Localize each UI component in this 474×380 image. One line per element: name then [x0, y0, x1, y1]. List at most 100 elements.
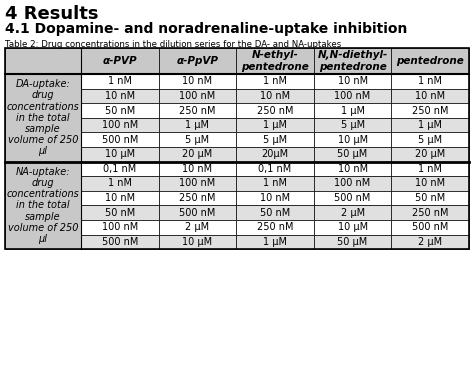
Bar	[392, 206, 469, 220]
Text: 1 μM: 1 μM	[263, 120, 287, 130]
Text: 20μM: 20μM	[262, 149, 289, 159]
Text: 500 nM: 500 nM	[179, 208, 216, 218]
Text: pentedrone: pentedrone	[396, 56, 464, 66]
Text: 10 nM: 10 nM	[337, 76, 368, 86]
Bar	[236, 74, 314, 89]
Bar	[314, 89, 392, 103]
Text: 50 μM: 50 μM	[337, 149, 368, 159]
Text: 250 nM: 250 nM	[412, 208, 448, 218]
Text: DA-uptake:
drug
concentrations
in the total
sample
volume of 250
μl: DA-uptake: drug concentrations in the to…	[7, 79, 79, 157]
Bar	[81, 132, 159, 147]
Text: 20 μM: 20 μM	[182, 149, 212, 159]
Text: 500 nM: 500 nM	[101, 135, 138, 145]
Bar	[314, 191, 392, 206]
Bar	[81, 234, 159, 249]
Bar	[159, 234, 236, 249]
Text: 100 nM: 100 nM	[179, 179, 216, 188]
Bar	[236, 191, 314, 206]
Bar	[81, 176, 159, 191]
Text: 250 nM: 250 nM	[257, 106, 293, 116]
Bar	[5, 74, 81, 162]
Bar	[236, 118, 314, 132]
Bar	[392, 162, 469, 176]
Text: 2 μM: 2 μM	[185, 222, 210, 232]
Text: 1 μM: 1 μM	[418, 120, 442, 130]
Bar	[392, 118, 469, 132]
Bar	[159, 162, 236, 176]
Text: 10 μM: 10 μM	[337, 222, 368, 232]
Text: 10 μM: 10 μM	[182, 237, 212, 247]
Bar	[5, 48, 81, 74]
Text: 10 nM: 10 nM	[337, 164, 368, 174]
Bar	[81, 103, 159, 118]
Text: 50 nM: 50 nM	[105, 208, 135, 218]
Bar	[5, 162, 81, 249]
Bar	[314, 118, 392, 132]
Bar	[81, 162, 159, 176]
Bar	[81, 89, 159, 103]
Bar	[392, 48, 469, 74]
Bar	[159, 118, 236, 132]
Text: 10 nM: 10 nM	[182, 164, 212, 174]
Bar	[81, 191, 159, 206]
Text: 100 nM: 100 nM	[102, 120, 138, 130]
Text: N-ethyl-
pentedrone: N-ethyl- pentedrone	[241, 51, 309, 71]
Bar	[81, 220, 159, 234]
Text: N,N-diethyl-
pentedrone: N,N-diethyl- pentedrone	[318, 51, 388, 71]
Bar	[236, 220, 314, 234]
Bar	[236, 176, 314, 191]
Bar	[314, 220, 392, 234]
Bar	[5, 48, 469, 249]
Bar	[392, 191, 469, 206]
Text: 10 nM: 10 nM	[260, 193, 290, 203]
Text: 0,1 nM: 0,1 nM	[258, 164, 292, 174]
Bar	[392, 220, 469, 234]
Text: 10 nM: 10 nM	[105, 91, 135, 101]
Text: Table 2: Drug concentrations in the dilution series for the DA- and NA-uptakes: Table 2: Drug concentrations in the dilu…	[5, 40, 341, 49]
Bar	[159, 132, 236, 147]
Bar	[236, 147, 314, 162]
Text: 100 nM: 100 nM	[179, 91, 216, 101]
Text: 1 nM: 1 nM	[108, 76, 132, 86]
Text: 1 nM: 1 nM	[263, 76, 287, 86]
Text: α-PVP: α-PVP	[102, 56, 137, 66]
Text: 10 nM: 10 nM	[105, 193, 135, 203]
Bar	[314, 234, 392, 249]
Text: 100 nM: 100 nM	[335, 91, 371, 101]
Text: 4.1 Dopamine- and noradrenaline-uptake inhibition: 4.1 Dopamine- and noradrenaline-uptake i…	[5, 22, 407, 36]
Text: 50 nM: 50 nM	[260, 208, 290, 218]
Bar	[392, 89, 469, 103]
Bar	[81, 48, 159, 74]
Text: 500 nM: 500 nM	[101, 237, 138, 247]
Bar	[314, 176, 392, 191]
Bar	[236, 234, 314, 249]
Text: 10 nM: 10 nM	[182, 76, 212, 86]
Text: 1 nM: 1 nM	[108, 179, 132, 188]
Bar	[236, 89, 314, 103]
Text: 1 nM: 1 nM	[263, 179, 287, 188]
Text: 10 nM: 10 nM	[415, 179, 445, 188]
Text: 10 nM: 10 nM	[415, 91, 445, 101]
Bar	[81, 74, 159, 89]
Bar	[81, 147, 159, 162]
Text: 250 nM: 250 nM	[179, 106, 216, 116]
Bar	[159, 206, 236, 220]
Text: 1 nM: 1 nM	[418, 76, 442, 86]
Text: 50 nM: 50 nM	[415, 193, 446, 203]
Bar	[159, 220, 236, 234]
Text: 5 μM: 5 μM	[340, 120, 365, 130]
Bar	[392, 147, 469, 162]
Text: 500 nM: 500 nM	[412, 222, 448, 232]
Bar	[81, 118, 159, 132]
Bar	[159, 103, 236, 118]
Bar	[236, 162, 314, 176]
Bar	[159, 48, 236, 74]
Text: 1 μM: 1 μM	[263, 237, 287, 247]
Text: 10 μM: 10 μM	[337, 135, 368, 145]
Bar	[314, 147, 392, 162]
Text: 250 nM: 250 nM	[179, 193, 216, 203]
Text: 5 μM: 5 μM	[263, 135, 287, 145]
Text: 250 nM: 250 nM	[412, 106, 448, 116]
Bar	[159, 191, 236, 206]
Bar	[392, 234, 469, 249]
